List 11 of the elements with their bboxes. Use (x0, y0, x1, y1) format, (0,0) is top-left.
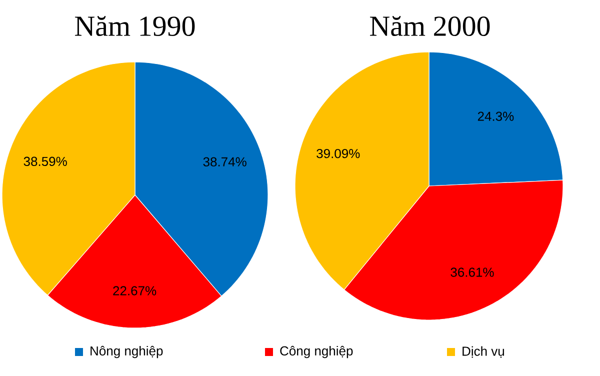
data-label: 22.67% (113, 286, 156, 296)
legend-label: Nông nghiệp (90, 346, 163, 358)
data-label: 24.3% (478, 112, 514, 121)
data-label: 36.61% (450, 268, 494, 277)
data-label: 38.59% (24, 156, 67, 166)
legend-label: Dịch vụ (462, 346, 504, 358)
chart-title: Năm 2000 (370, 16, 490, 36)
data-label: 39.09% (316, 148, 360, 158)
data-label: 38.74% (203, 157, 246, 166)
chart-title: Năm 1990 (75, 16, 195, 36)
legend-label: Công nghiệp (280, 346, 353, 358)
